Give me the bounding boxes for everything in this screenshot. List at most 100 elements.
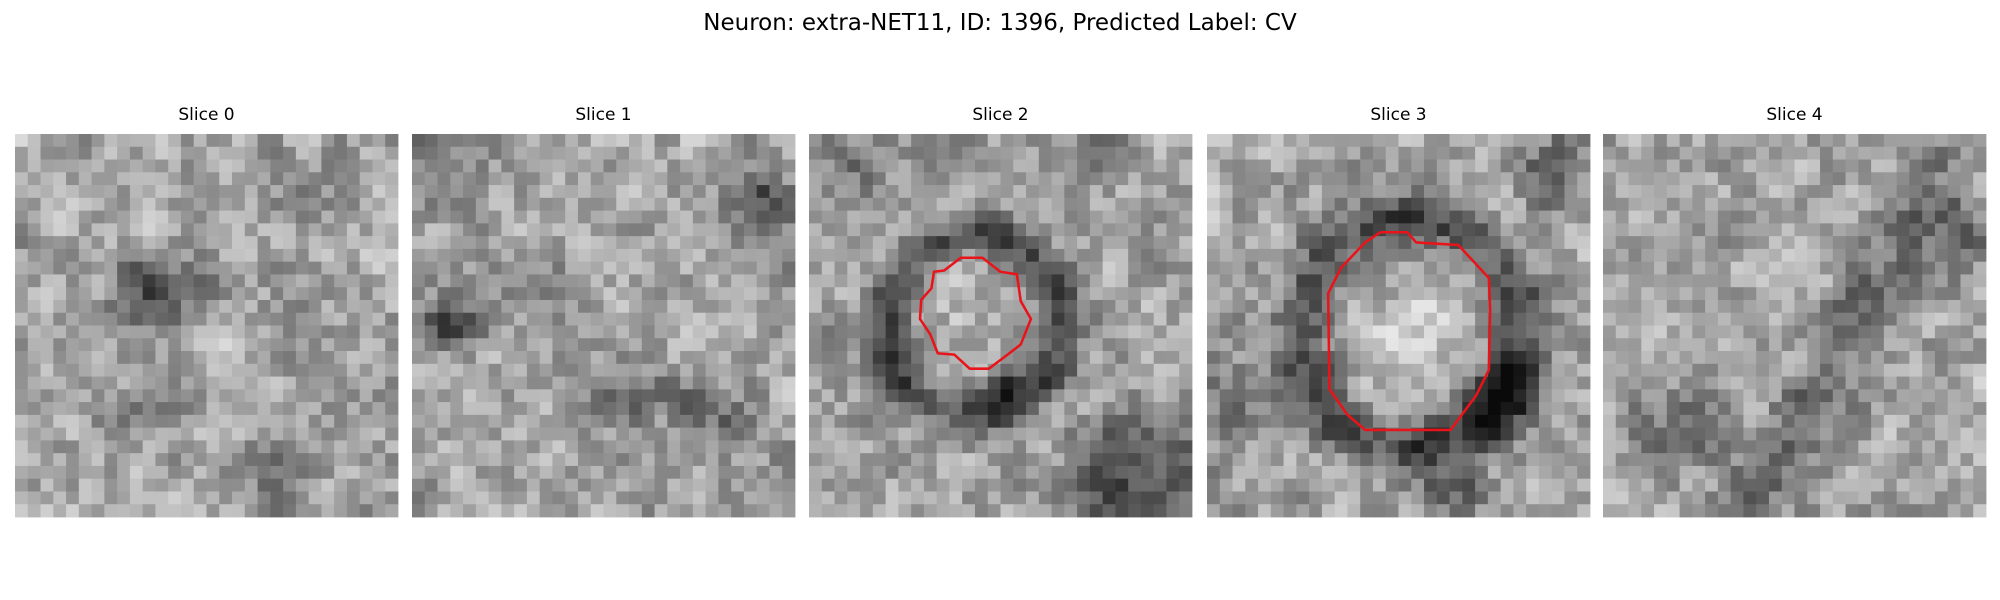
pixel	[1871, 146, 1885, 160]
pixel	[1038, 210, 1052, 224]
pixel	[334, 338, 348, 352]
pixel	[244, 504, 258, 518]
pixel	[1577, 172, 1591, 186]
pixel	[539, 299, 553, 314]
pixel	[1743, 261, 1757, 275]
pixel	[1077, 134, 1091, 148]
pixel	[66, 248, 80, 263]
pixel	[1424, 172, 1438, 186]
pixel	[680, 376, 694, 390]
pixel	[40, 172, 54, 186]
pixel	[91, 338, 105, 352]
pixel	[168, 236, 182, 250]
pixel	[1717, 172, 1732, 186]
pixel	[936, 146, 950, 160]
pixel	[1064, 478, 1078, 492]
pixel	[898, 210, 912, 224]
pixel	[1513, 504, 1527, 518]
pixel	[270, 376, 284, 390]
pixel	[1128, 414, 1142, 429]
pixel	[1641, 376, 1655, 390]
pixel	[412, 261, 426, 275]
pixel	[1500, 376, 1514, 390]
pixel	[1296, 453, 1310, 467]
pixel	[1666, 210, 1680, 224]
pixel	[769, 504, 783, 518]
pixel	[1051, 299, 1065, 314]
pixel	[91, 287, 105, 301]
pixel	[1654, 172, 1668, 186]
pixel	[821, 440, 835, 454]
pixel	[129, 299, 144, 314]
pixel	[1666, 491, 1680, 505]
pixel	[15, 376, 29, 390]
pixel	[641, 376, 655, 390]
pixel	[1526, 491, 1540, 505]
pixel	[911, 287, 925, 301]
pixel	[155, 465, 169, 480]
pixel	[1603, 185, 1617, 199]
pixel	[1411, 274, 1425, 288]
pixel	[104, 363, 118, 377]
pixel	[987, 172, 1001, 186]
pixel	[180, 453, 195, 467]
pixel	[629, 376, 643, 390]
pixel	[1309, 287, 1323, 301]
pixel	[1102, 236, 1116, 250]
pixel	[308, 402, 322, 416]
pixel	[1140, 402, 1155, 416]
pixel	[1475, 414, 1489, 429]
pixel	[743, 159, 758, 173]
pixel	[40, 440, 54, 454]
pixel	[257, 351, 271, 365]
pixel	[1258, 146, 1272, 160]
pixel	[872, 465, 886, 480]
pixel	[1026, 172, 1040, 186]
pixel	[590, 236, 604, 250]
pixel	[1270, 210, 1284, 224]
pixel	[270, 491, 284, 505]
pixel	[463, 376, 477, 390]
pixel	[1140, 261, 1155, 275]
pixel	[1603, 325, 1617, 339]
pixel	[1258, 414, 1272, 429]
pixel	[1934, 414, 1949, 429]
pixel	[590, 504, 604, 518]
pixel	[514, 248, 528, 263]
pixel	[270, 465, 284, 480]
pixel	[437, 210, 451, 224]
pixel	[872, 338, 886, 352]
pixel	[1628, 402, 1642, 416]
pixel	[117, 134, 131, 148]
pixel	[1258, 210, 1272, 224]
pixel	[692, 376, 707, 390]
pixel	[1424, 185, 1438, 199]
pixel	[424, 478, 438, 492]
pixel	[1730, 146, 1744, 160]
pixel	[424, 325, 438, 339]
pixel	[1424, 376, 1438, 390]
pixel	[412, 223, 426, 237]
pixel	[346, 274, 361, 288]
pixel	[206, 389, 220, 403]
pixel	[321, 312, 335, 326]
pixel	[1270, 453, 1284, 467]
pixel	[308, 465, 322, 480]
pixel	[526, 274, 541, 288]
pixel	[1064, 440, 1078, 454]
pixel	[283, 338, 297, 352]
pixel	[1615, 338, 1629, 352]
pixel	[334, 172, 348, 186]
pixel	[1128, 172, 1142, 186]
pixel	[283, 491, 297, 505]
pixel	[590, 299, 604, 314]
pixel	[654, 427, 668, 441]
pixel	[1679, 299, 1693, 314]
pixel	[1436, 389, 1450, 403]
pixel	[526, 159, 541, 173]
pixel	[872, 504, 886, 518]
pixel	[142, 134, 156, 148]
pixel	[412, 504, 426, 518]
pixel	[1179, 185, 1193, 199]
pixel	[1179, 261, 1193, 275]
